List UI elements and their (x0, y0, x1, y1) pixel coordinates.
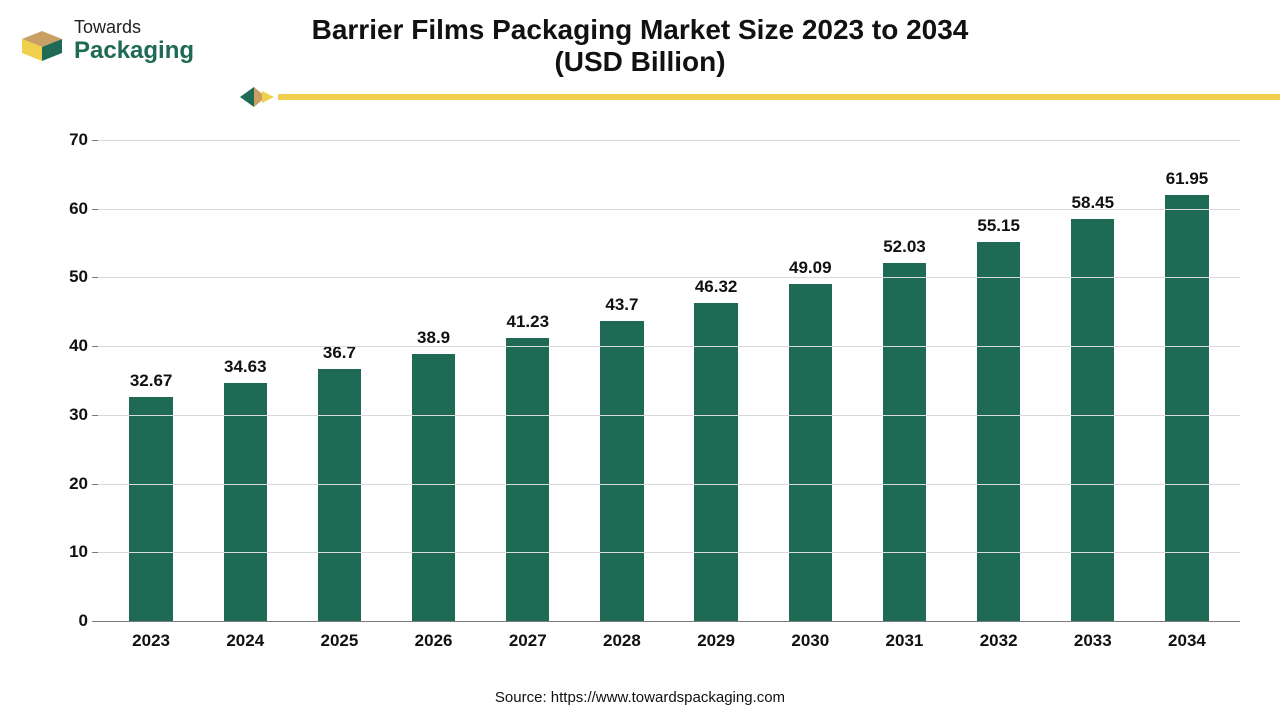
gridline (98, 346, 1240, 347)
gridline (98, 552, 1240, 553)
bar (1165, 195, 1208, 621)
gridline (98, 140, 1240, 141)
bar-value-label: 55.15 (977, 216, 1020, 236)
bar-slot: 34.632024 (198, 140, 292, 621)
ytick-mark (92, 552, 98, 553)
bar-value-label: 52.03 (883, 237, 926, 257)
bars-container: 32.67202334.63202436.7202538.9202641.232… (98, 140, 1240, 621)
source-attribution: Source: https://www.towardspackaging.com (0, 689, 1280, 706)
xtick-label: 2032 (980, 631, 1018, 651)
xtick-label: 2033 (1074, 631, 1112, 651)
bar-slot: 55.152032 (952, 140, 1046, 621)
bar-value-label: 49.09 (789, 258, 832, 278)
divider-icon (240, 83, 280, 111)
ytick-mark (92, 277, 98, 278)
xtick-label: 2026 (415, 631, 453, 651)
bar-slot: 38.92026 (387, 140, 481, 621)
ytick-label: 70 (69, 130, 88, 150)
xtick-label: 2028 (603, 631, 641, 651)
bar-value-label: 43.7 (605, 295, 638, 315)
gridline (98, 415, 1240, 416)
header: Towards Packaging Barrier Films Packagin… (0, 0, 1280, 100)
bar-slot: 43.72028 (575, 140, 669, 621)
xtick-label: 2027 (509, 631, 547, 651)
bar-value-label: 61.95 (1166, 169, 1209, 189)
bar-value-label: 41.23 (507, 312, 550, 332)
xtick-label: 2024 (226, 631, 264, 651)
bar (129, 397, 172, 621)
ytick-label: 60 (69, 199, 88, 219)
bar (600, 321, 643, 621)
ytick-mark (92, 209, 98, 210)
bar-slot: 36.72025 (292, 140, 386, 621)
xtick-label: 2030 (791, 631, 829, 651)
ytick-label: 10 (69, 542, 88, 562)
bar-slot: 58.452033 (1046, 140, 1140, 621)
bar-value-label: 46.32 (695, 277, 738, 297)
title-line2: (USD Billion) (0, 46, 1280, 78)
bar-slot: 49.092030 (763, 140, 857, 621)
xtick-label: 2034 (1168, 631, 1206, 651)
bar-chart: 32.67202334.63202436.7202538.9202641.232… (40, 130, 1250, 660)
ytick-mark (92, 621, 98, 622)
xtick-label: 2029 (697, 631, 735, 651)
title-line1: Barrier Films Packaging Market Size 2023… (0, 14, 1280, 46)
bar (412, 354, 455, 621)
gridline (98, 277, 1240, 278)
bar-slot: 46.322029 (669, 140, 763, 621)
ytick-label: 40 (69, 336, 88, 356)
bar-value-label: 34.63 (224, 357, 267, 377)
bar-slot: 32.672023 (104, 140, 198, 621)
bar-slot: 52.032031 (857, 140, 951, 621)
ytick-label: 0 (79, 611, 88, 631)
bar-value-label: 32.67 (130, 371, 173, 391)
chart-title: Barrier Films Packaging Market Size 2023… (0, 14, 1280, 78)
bar (977, 242, 1020, 621)
bar (318, 369, 361, 621)
xtick-label: 2025 (321, 631, 359, 651)
plot-area: 32.67202334.63202436.7202538.9202641.232… (98, 140, 1240, 622)
gridline (98, 209, 1240, 210)
ytick-label: 50 (69, 267, 88, 287)
bar-slot: 41.232027 (481, 140, 575, 621)
ytick-mark (92, 346, 98, 347)
ytick-mark (92, 140, 98, 141)
ytick-mark (92, 415, 98, 416)
bar (789, 284, 832, 621)
divider-line (278, 94, 1280, 100)
bar (1071, 219, 1114, 621)
xtick-label: 2031 (886, 631, 924, 651)
ytick-mark (92, 484, 98, 485)
ytick-label: 20 (69, 474, 88, 494)
bar (506, 338, 549, 621)
bar (883, 263, 926, 621)
bar (694, 303, 737, 621)
bar (224, 383, 267, 621)
bar-value-label: 58.45 (1072, 193, 1115, 213)
title-divider (240, 88, 1280, 106)
gridline (98, 484, 1240, 485)
ytick-label: 30 (69, 405, 88, 425)
xtick-label: 2023 (132, 631, 170, 651)
bar-value-label: 38.9 (417, 328, 450, 348)
bar-slot: 61.952034 (1140, 140, 1234, 621)
